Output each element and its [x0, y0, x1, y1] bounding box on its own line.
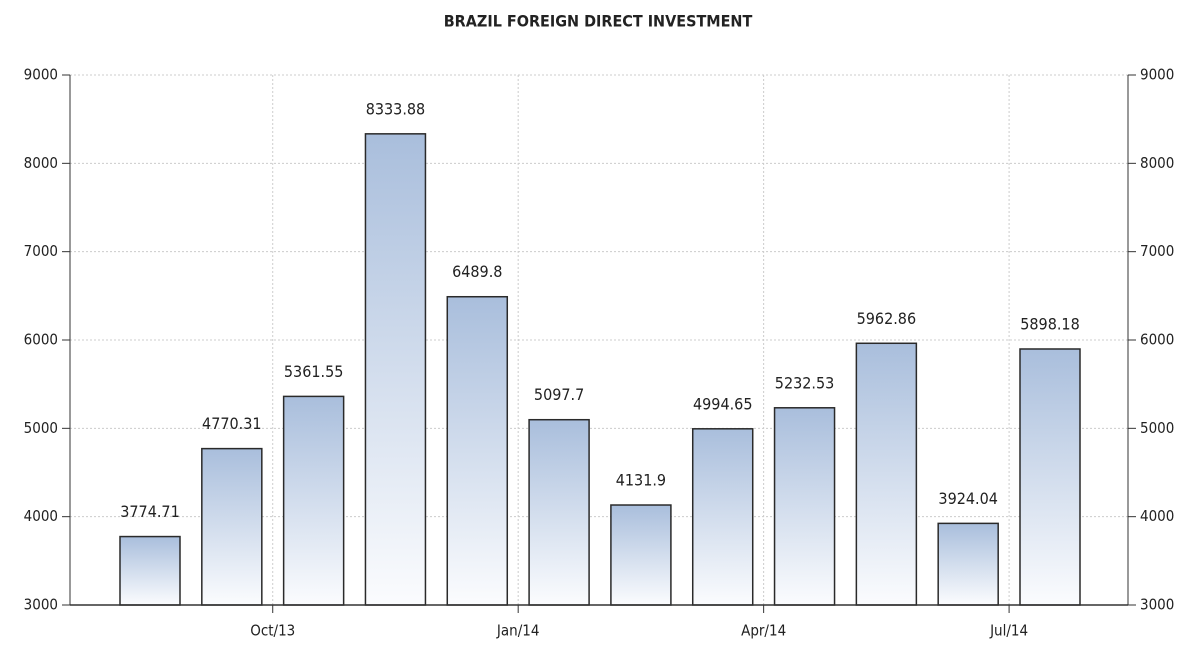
- y-tick-label: 3000: [24, 596, 58, 614]
- y2-tick-label: 9000: [1140, 66, 1174, 84]
- y2-tick-label: 3000: [1140, 596, 1174, 614]
- chart-title: BRAZIL FOREIGN DIRECT INVESTMENT: [444, 12, 753, 31]
- bar: [691, 428, 754, 606]
- bar: [773, 407, 836, 606]
- bar: [282, 395, 345, 606]
- y2-tick-label: 8000: [1140, 154, 1174, 172]
- bar: [610, 504, 672, 606]
- y-tick-label: 6000: [24, 331, 58, 349]
- y2-tick-label: 7000: [1140, 242, 1174, 260]
- y-tick-label: 5000: [24, 419, 58, 437]
- value-label: 4770.31: [202, 414, 262, 433]
- y-tick-label: 8000: [24, 154, 58, 172]
- bar: [855, 342, 918, 606]
- bar: [1019, 348, 1081, 606]
- y2-tick-label: 4000: [1140, 507, 1174, 525]
- y-tick-label: 9000: [24, 66, 58, 84]
- x-tick-label: Apr/14: [741, 622, 786, 640]
- bar: [446, 295, 509, 606]
- y2-tick-label: 6000: [1140, 331, 1174, 349]
- value-label: 6489.8: [452, 262, 502, 281]
- bar: [528, 418, 590, 606]
- x-tick-label: Jan/14: [496, 622, 540, 640]
- value-label: 5361.55: [284, 362, 344, 381]
- bar: [937, 522, 999, 606]
- y-tick-label: 4000: [24, 507, 58, 525]
- value-label: 8333.88: [366, 99, 426, 118]
- y-tick-label: 7000: [24, 242, 58, 260]
- value-label: 5898.18: [1020, 314, 1080, 333]
- bar: [364, 133, 427, 606]
- value-label: 4131.9: [616, 471, 666, 490]
- value-label: 5097.7: [534, 385, 584, 404]
- bar: [201, 447, 263, 606]
- bar: [119, 535, 181, 606]
- x-tick-label: Jul/14: [989, 622, 1028, 640]
- x-tick-label: Oct/13: [250, 622, 295, 640]
- value-label: 3774.71: [120, 502, 180, 521]
- value-label: 4994.65: [693, 394, 753, 413]
- value-label: 5962.86: [857, 309, 917, 328]
- y2-tick-label: 5000: [1140, 419, 1174, 437]
- value-label: 5232.53: [775, 373, 835, 392]
- value-label: 3924.04: [938, 489, 998, 508]
